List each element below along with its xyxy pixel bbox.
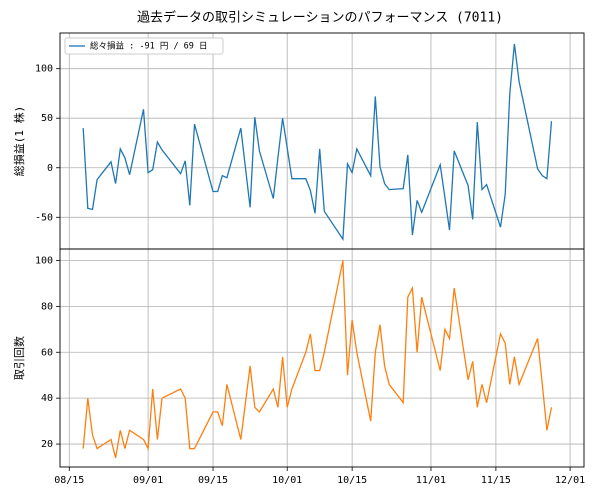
y-tick-label: 40 (41, 393, 53, 404)
y-tick-label: 60 (41, 347, 53, 358)
y-tick-label: 0 (47, 163, 53, 174)
y-tick-label: 100 (35, 255, 53, 266)
x-tick-label: 10/15 (337, 475, 367, 486)
x-tick-label: 10/01 (272, 475, 302, 486)
y-tick-label: 80 (41, 301, 53, 312)
plot-frame (59, 32, 585, 250)
x-tick-label: 09/15 (198, 475, 228, 486)
y-axis-label: 取引回数 (12, 336, 26, 380)
line-series (82, 260, 553, 458)
y-tick-label: 100 (35, 64, 53, 75)
legend-box (64, 37, 224, 55)
y-tick-label: 20 (41, 439, 53, 450)
legend-label: 総々損益 : -91 円 / 69 日 (90, 41, 208, 52)
x-tick-label: 11/01 (416, 475, 446, 486)
y-axis-label: 総損益(1 株) (12, 106, 26, 177)
y-tick-label: 50 (41, 113, 53, 124)
line-series (82, 43, 553, 242)
plot-frame (59, 248, 585, 468)
y-tick-label: -50 (35, 212, 53, 223)
x-tick-label: 08/15 (54, 475, 84, 486)
legend: 総々損益 : -91 円 / 69 日 (64, 37, 224, 55)
x-tick-label: 12/01 (555, 475, 585, 486)
x-tick-label: 09/01 (133, 475, 163, 486)
chart-title: 過去データの取引シミュレーションのパフォーマンス (7011) (137, 10, 503, 26)
x-tick-label: 11/15 (481, 475, 511, 486)
